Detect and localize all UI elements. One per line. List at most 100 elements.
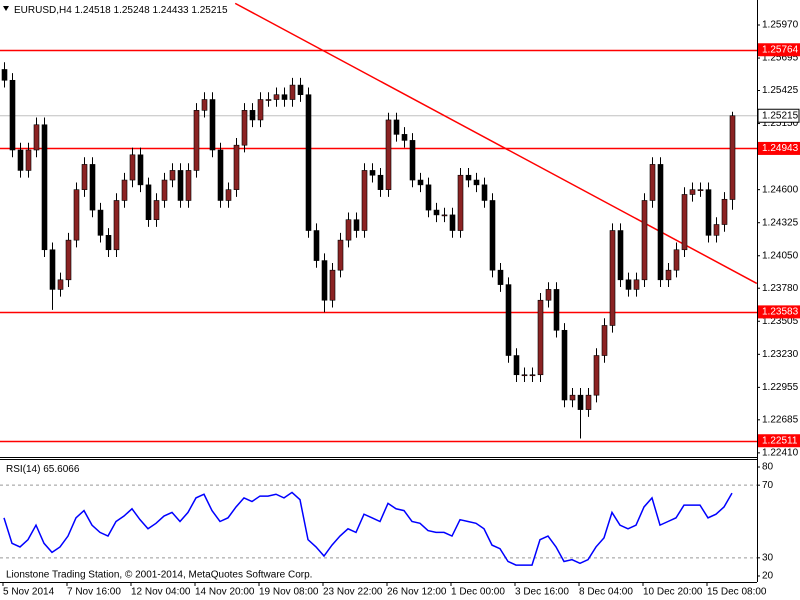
y-tick-label: 1.23780 (762, 283, 799, 294)
candle-body (529, 374, 536, 377)
level-label-box (758, 434, 800, 448)
y-tick-label: 1.24325 (762, 217, 799, 228)
candle-body (649, 164, 656, 201)
candle-body (321, 260, 328, 301)
candle-body (1, 69, 8, 81)
candle-body (97, 209, 104, 236)
chart-header: EURUSD,H4 1.24518 1.25248 1.24433 1.2521… (14, 5, 228, 16)
candle-body (113, 200, 120, 251)
x-tick-label: 5 Nov 2014 (3, 587, 55, 598)
candle-body (153, 200, 160, 221)
y-tick-label: 1.22955 (762, 382, 799, 393)
y-tick-label: 1.24600 (762, 184, 799, 195)
candle-body (217, 149, 224, 201)
candle-body (433, 209, 440, 216)
candle-body (265, 99, 272, 101)
x-tick-label: 14 Nov 20:00 (195, 587, 255, 598)
candle-body (353, 219, 360, 231)
candle-body (513, 355, 520, 376)
candle-body (441, 214, 448, 217)
y-tick-label: 1.25150 (762, 118, 799, 129)
x-tick-label: 8 Dec 04:00 (579, 587, 633, 598)
candle-body (561, 329, 568, 401)
candle-body (225, 189, 232, 201)
candle-body (105, 235, 112, 251)
candle-body (673, 249, 680, 271)
y-tick-label: 1.25425 (762, 85, 799, 96)
header-close: 1.25215 (191, 5, 228, 16)
candle-body (729, 115, 736, 200)
candle-body (241, 110, 248, 146)
y-tick-label: 1.25970 (762, 20, 799, 31)
candle-body (617, 230, 624, 281)
candle-body (233, 144, 240, 190)
candle-body (625, 279, 632, 290)
candle-body (713, 224, 720, 236)
candle-body (161, 179, 168, 201)
candle-body (345, 219, 352, 241)
y-tick-label: 80 (762, 462, 774, 473)
candle-body (73, 189, 80, 241)
candle-body (505, 284, 512, 356)
candle-body (417, 179, 424, 186)
x-tick-label: 1 Dec 00:00 (451, 587, 505, 598)
price-label: 1.25215 (762, 110, 799, 121)
candle-body (657, 164, 664, 281)
candle-body (41, 124, 48, 251)
candle-body (521, 374, 528, 377)
x-tick-label: 3 Dec 16:00 (515, 587, 569, 598)
x-tick-label: 23 Nov 22:00 (323, 587, 383, 598)
candle-body (137, 154, 144, 186)
candle-body (665, 269, 672, 281)
candle-body (177, 170, 184, 201)
candle-body (169, 170, 176, 181)
candle-body (121, 179, 128, 201)
candle-body (297, 84, 304, 96)
x-tick-label: 19 Nov 08:00 (259, 587, 319, 598)
candle-body (89, 164, 96, 211)
candle-body (329, 269, 336, 301)
candle-body (9, 79, 16, 151)
menu-arrow[interactable] (3, 6, 9, 11)
candle-body (489, 200, 496, 271)
level-label-box (758, 43, 800, 57)
candle-body (337, 239, 344, 271)
y-tick-label: 1.25695 (762, 53, 799, 64)
candle-body (25, 149, 32, 171)
candle-body (409, 140, 416, 181)
level-label: 1.24943 (762, 143, 799, 154)
candle-body (129, 154, 136, 181)
candle-body (385, 119, 392, 190)
candle-body (209, 99, 216, 151)
level-label-box (758, 141, 800, 155)
candle-body (601, 325, 608, 356)
header-low: 1.24433 (152, 5, 189, 16)
copyright: Lionstone Trading Station, © 2001-2014, … (6, 570, 312, 581)
y-tick-label: 1.22410 (762, 448, 799, 459)
candle-body (473, 179, 480, 186)
candle-body (497, 269, 504, 285)
y-tick-label: 1.24050 (762, 250, 799, 261)
candle-body (17, 149, 24, 171)
y-tick-label: 1.22685 (762, 414, 799, 425)
header-high: 1.25248 (114, 5, 151, 16)
level-label: 1.23583 (762, 307, 799, 318)
candle-body (545, 289, 552, 301)
level-label-box (758, 305, 800, 319)
candle-body (697, 189, 704, 191)
candle-body (193, 110, 200, 171)
candle-body (369, 170, 376, 176)
candle-body (57, 279, 64, 290)
candle-body (633, 279, 640, 290)
candle-body (689, 189, 696, 195)
candle-body (705, 189, 712, 236)
x-tick-label: 7 Nov 16:00 (67, 587, 121, 598)
candle-body (569, 394, 576, 401)
rsi-line (3, 491, 733, 566)
candle-body (185, 170, 192, 201)
candle-body (281, 94, 288, 100)
candle-body (289, 84, 296, 100)
candle-body (681, 194, 688, 251)
candle-body (249, 110, 256, 121)
